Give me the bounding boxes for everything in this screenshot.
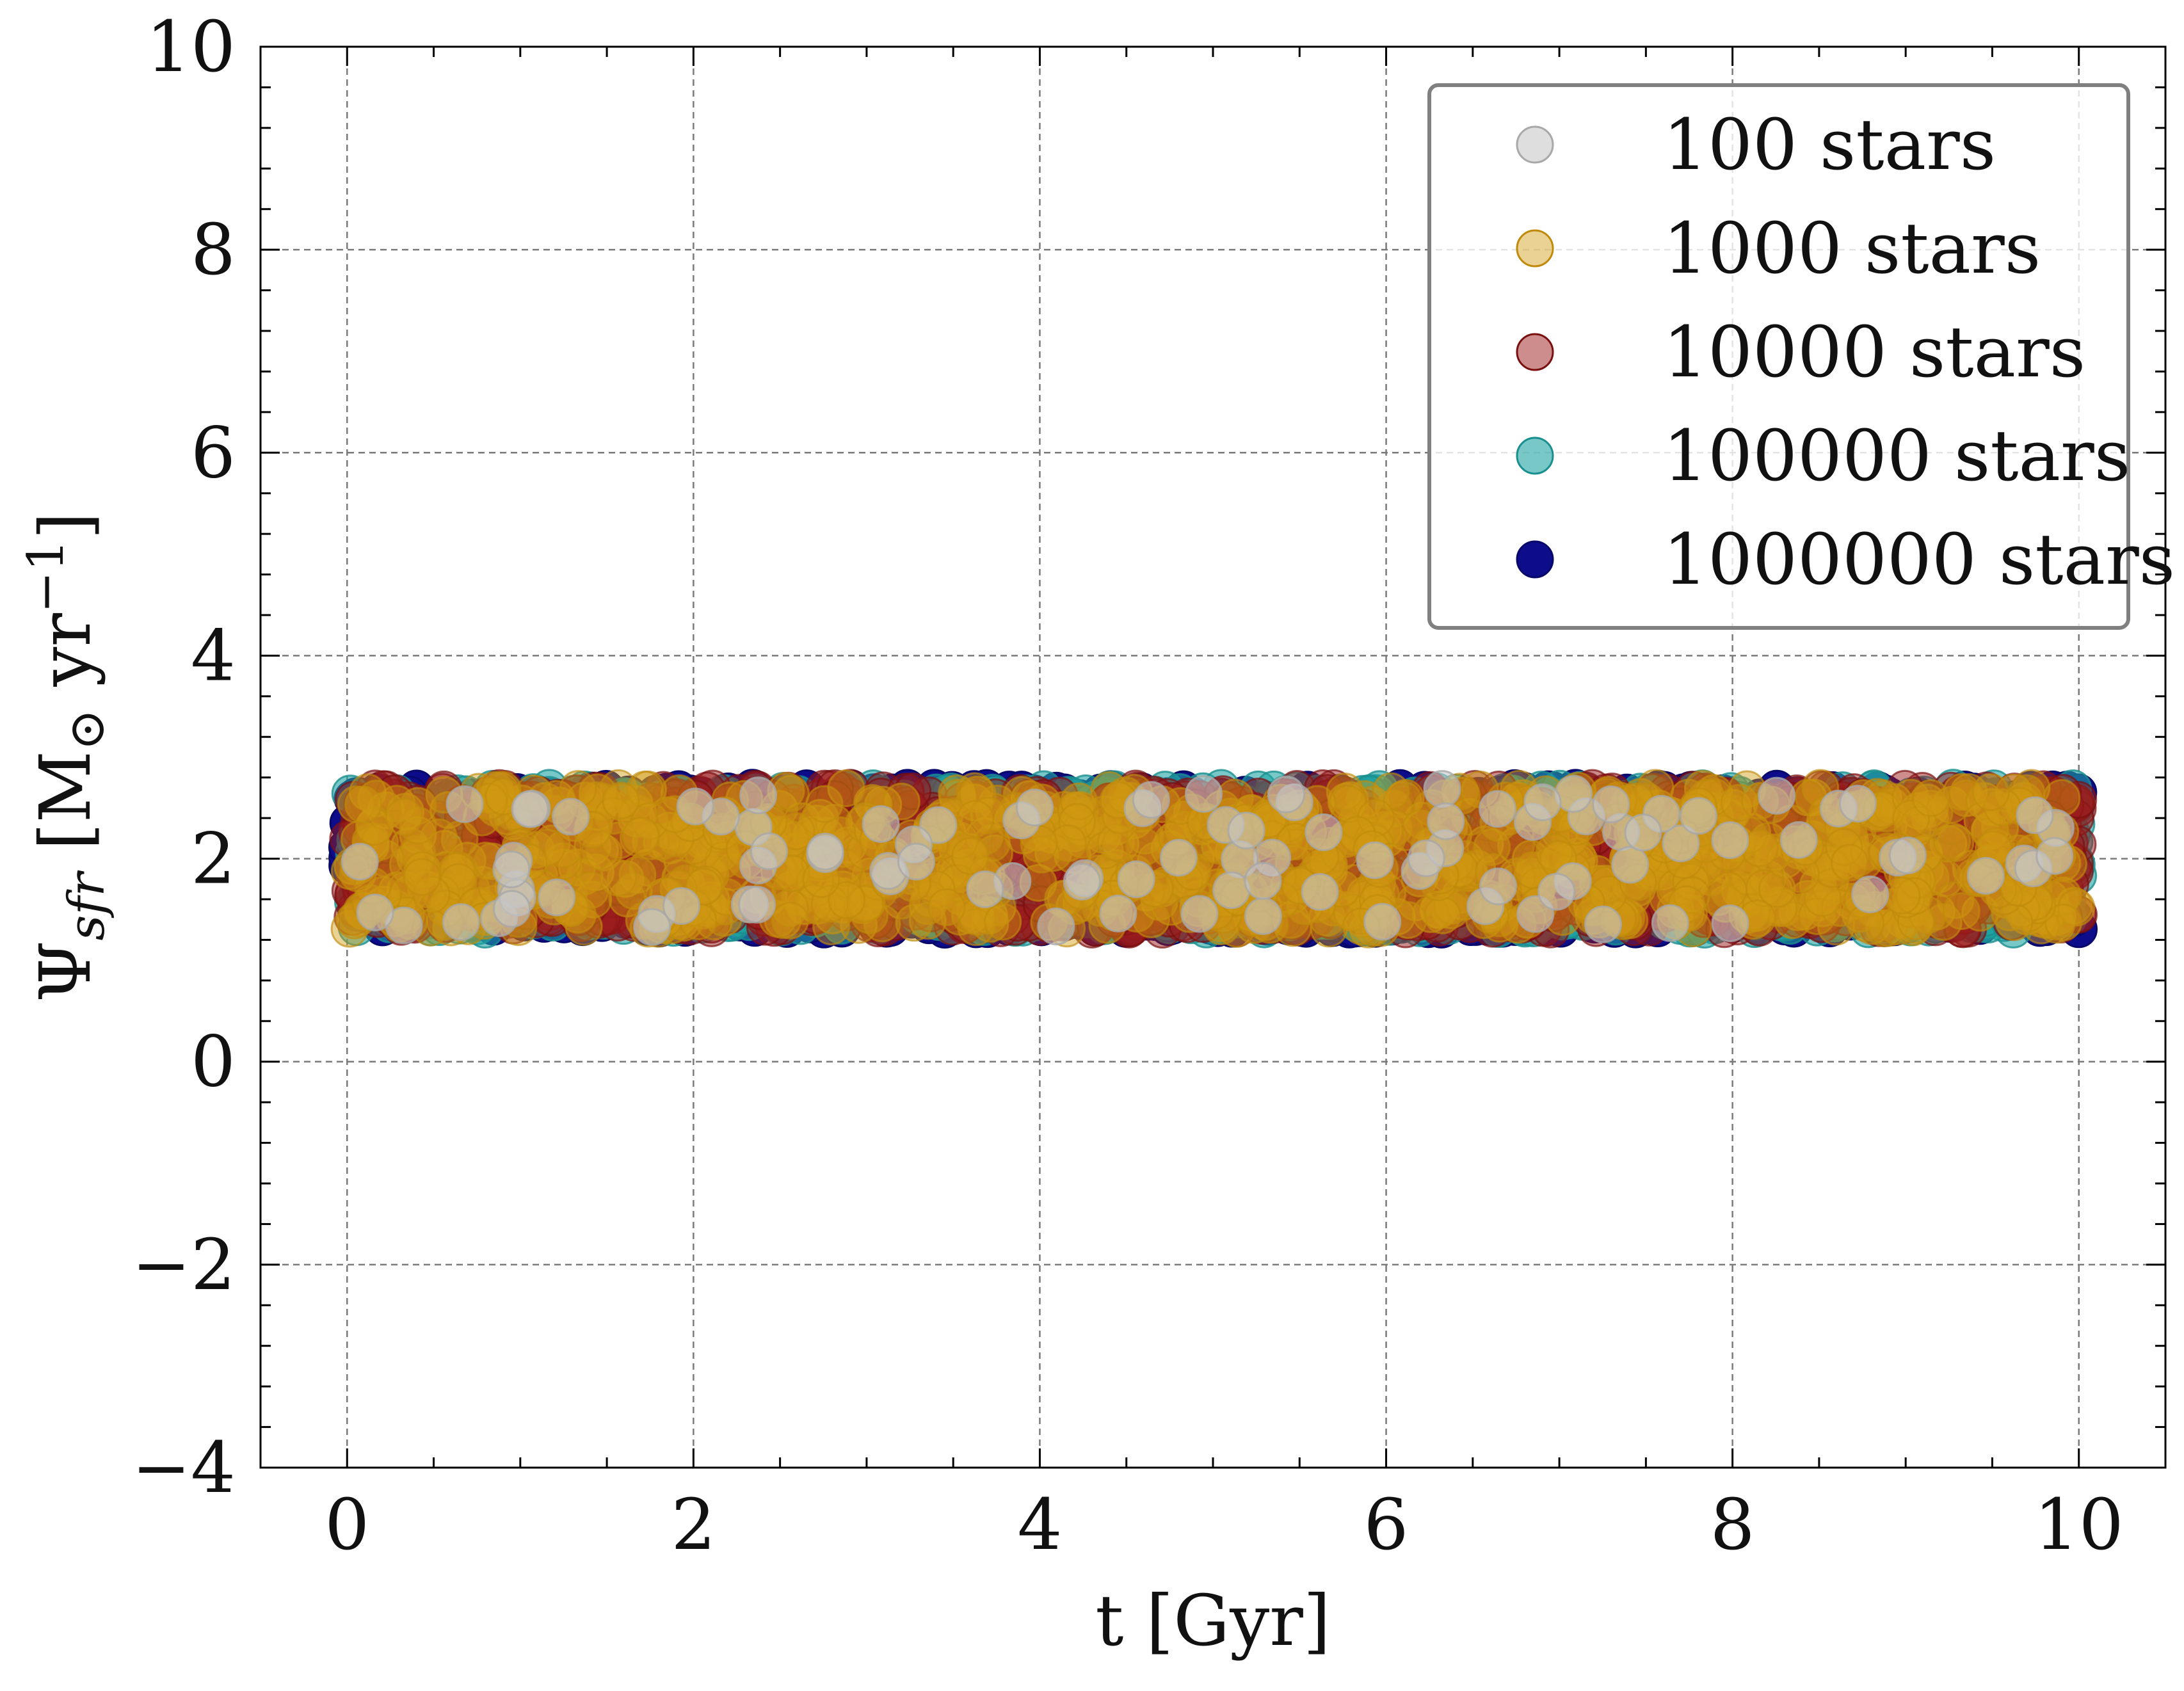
data-points — [329, 770, 2096, 948]
